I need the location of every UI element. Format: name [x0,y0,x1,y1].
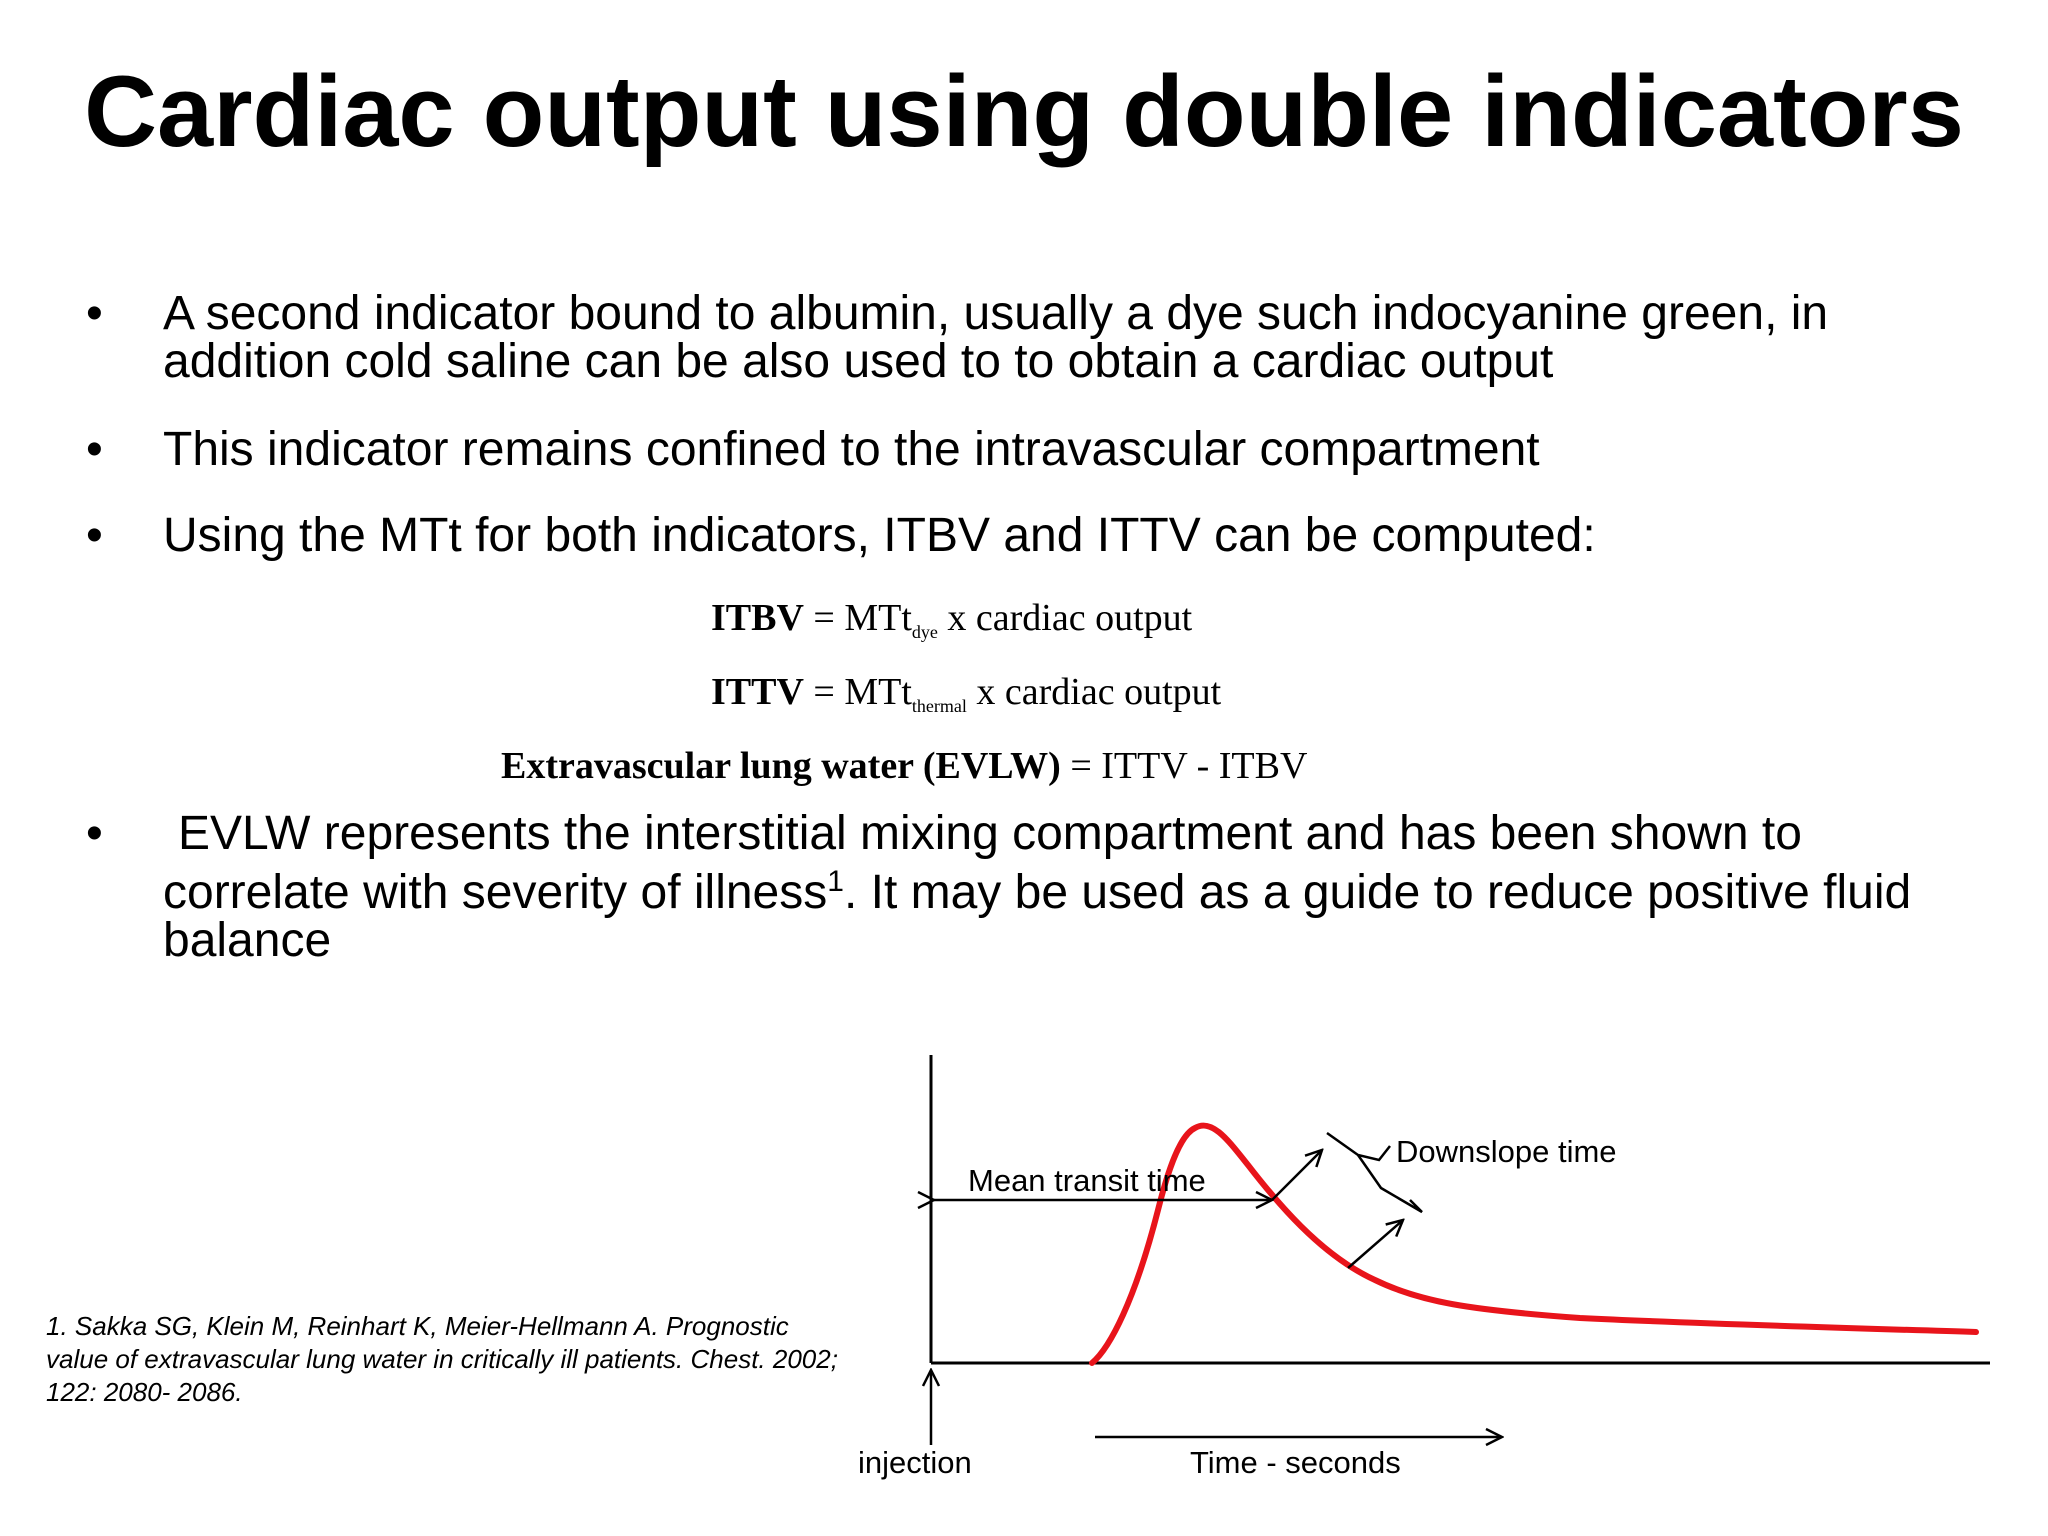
time-label: Time - seconds [1190,1445,1401,1480]
equation-ittv: ITTV = MTtthermal x cardiac output [711,670,1221,728]
bullet-intravascular: • This indicator remains confined to the… [80,426,1540,474]
equation-lhs: ITBV [711,597,804,639]
slide-title: Cardiac output using double indicators [84,56,1964,168]
bullet-dot: • [86,807,103,860]
bullet-dot: • [86,423,103,476]
bullet-text: This indicator remains confined to the i… [163,423,1540,476]
bullet-dot: • [86,509,103,562]
equals-sign: = [803,597,845,639]
equation-lhs: ITTV [711,671,804,713]
equation-base: MTt [844,597,912,639]
equation-lhs: Extravascular lung water (EVLW) [501,745,1061,787]
equals-sign: = [1060,745,1102,787]
downslope-label: Downslope time [1396,1134,1617,1169]
equation-itbv: ITBV = MTtdye x cardiac output [711,596,1192,654]
downslope-bracket-side [1356,1154,1423,1214]
bullet-text: Using the MTt for both indicators, ITBV … [163,509,1596,562]
equation-subscript: dye [911,622,938,642]
equation-subscript: thermal [911,696,967,716]
downslope-arrow-upper [1271,1150,1322,1201]
bullet-text: EVLW represents the interstitial mixing … [163,807,1802,919]
bullet-second-indicator: • A second indicator bound to albumin, u… [80,290,1980,386]
equals-sign: = [803,671,845,713]
bullet-dot: • [86,287,103,340]
reference-citation: 1. Sakka SG, Klein M, Reinhart K, Meier-… [46,1311,838,1407]
equation-base: MTt [844,671,912,713]
equation-rhs: ITTV - ITBV [1101,745,1308,787]
mean-transit-label: Mean transit time [968,1163,1206,1198]
downslope-bracket [1326,1131,1391,1162]
dilution-curve [1089,1122,1979,1366]
bullet-mtt: • Using the MTt for both indicators, ITB… [80,512,1596,560]
bullet-evlw: • EVLW represents the interstitial mixin… [80,810,1980,965]
injection-label: injection [858,1445,972,1480]
footnote-marker: 1 [827,865,844,898]
equation-rhs: x cardiac output [966,671,1222,713]
bullet-text-tail: . It may be used as a guide to reduce po… [163,866,1912,967]
downslope-arrow-lower [1347,1220,1403,1269]
bullet-text: A second indicator bound to albumin, usu… [163,287,1829,388]
equation-rhs: x cardiac output [937,597,1193,639]
equation-evlw: Extravascular lung water (EVLW) = ITTV -… [501,744,1307,788]
